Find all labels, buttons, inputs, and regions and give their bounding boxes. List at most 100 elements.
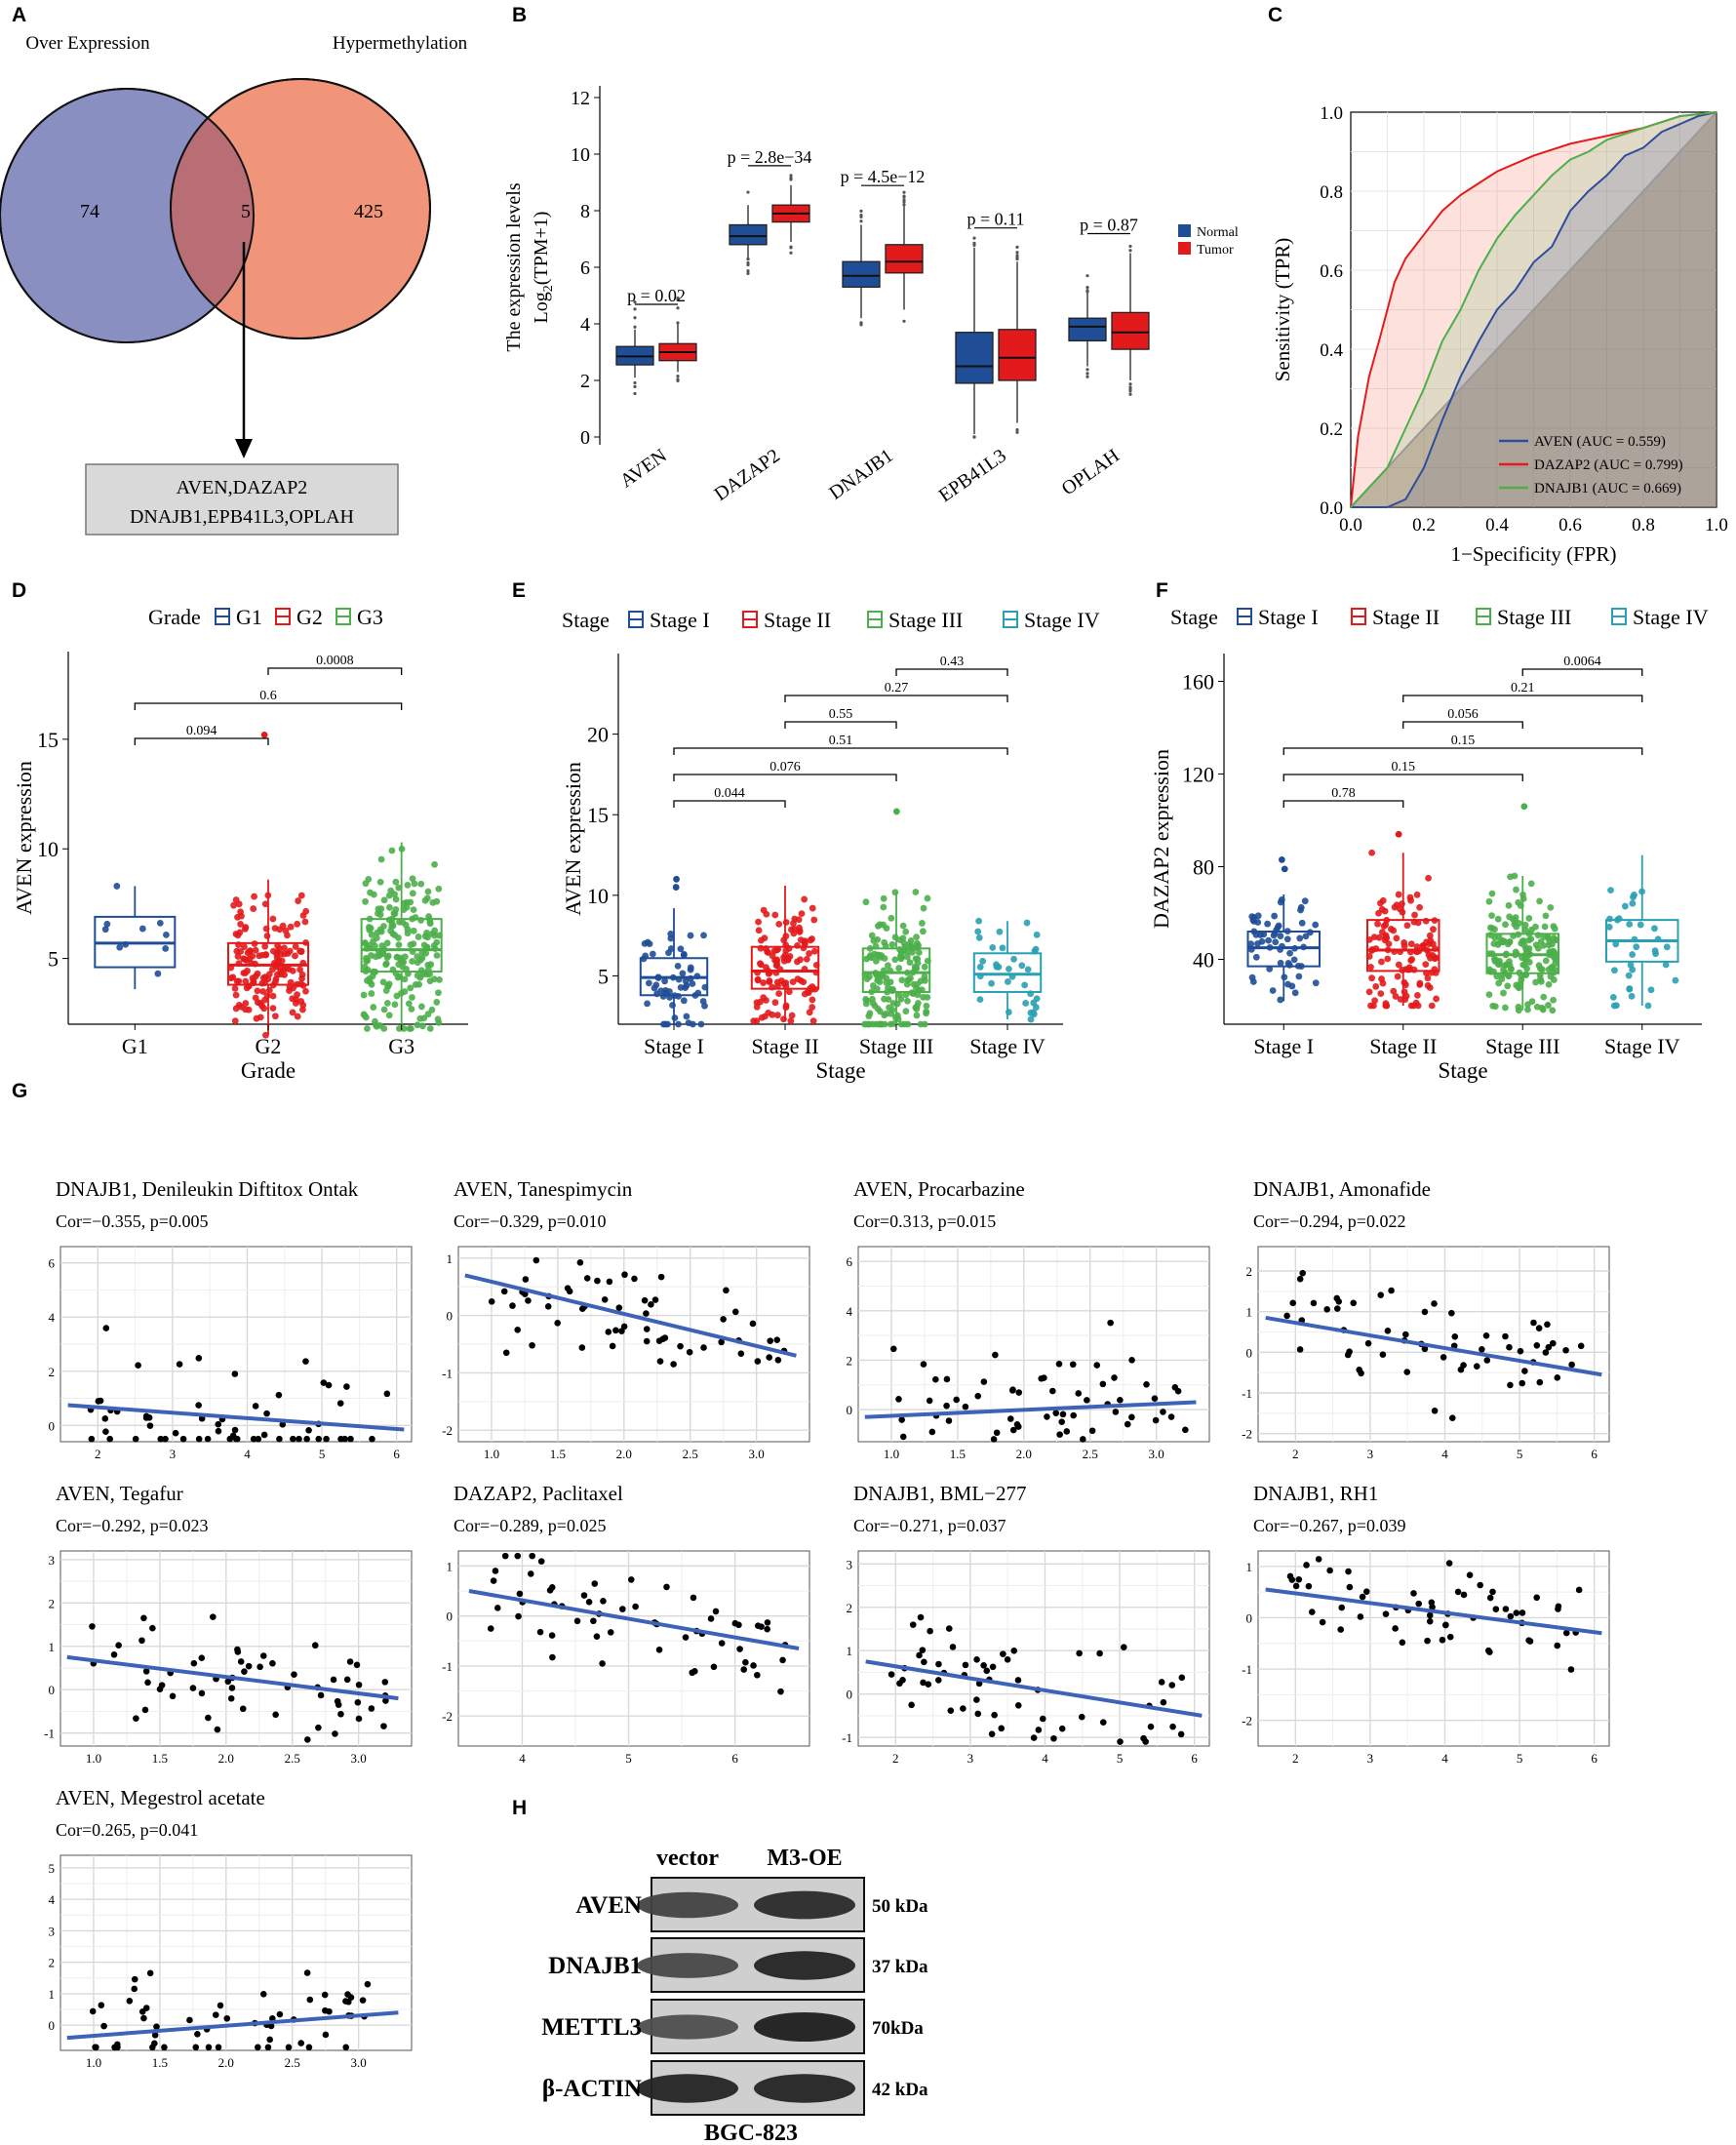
- y-tick-label: 1: [49, 1640, 56, 1654]
- outlier-point: [859, 219, 863, 223]
- scatter-point: [1117, 1397, 1124, 1404]
- scatter-point: [359, 1997, 367, 2004]
- scatter-point: [920, 1361, 927, 1368]
- outlier-point: [1085, 286, 1089, 290]
- jitter-point: [296, 947, 303, 955]
- jitter-point: [409, 875, 416, 883]
- jitter-point: [1550, 996, 1558, 1004]
- jitter-point: [1027, 990, 1035, 998]
- x-tick-label: 3: [170, 1447, 177, 1461]
- jitter-point: [906, 959, 914, 966]
- panel-title: DNAJB1, BML−277: [853, 1482, 1027, 1505]
- scatter-point: [1333, 1294, 1341, 1302]
- venn-count-right: 425: [354, 201, 383, 222]
- jitter-point: [1609, 993, 1617, 1001]
- scatter-point: [1292, 1582, 1300, 1590]
- y-tick-label: -2: [1242, 1427, 1252, 1442]
- x-tick-label: 3: [1367, 1751, 1374, 1766]
- jitter-point: [909, 969, 917, 976]
- panel-stat: Cor=−0.355, p=0.005: [56, 1212, 208, 1231]
- jitter-point: [917, 1020, 925, 1028]
- scatter-point: [342, 2044, 350, 2051]
- jitter-point: [1283, 928, 1291, 935]
- jitter-point: [154, 970, 162, 977]
- comparison-pvalue: 0.0008: [316, 654, 354, 668]
- outlier-point: [902, 195, 906, 199]
- jitter-point: [1277, 959, 1284, 967]
- jitter-point: [370, 1004, 377, 1011]
- scatter-point: [1362, 1588, 1370, 1595]
- jitter-point: [372, 968, 379, 975]
- scatter-point: [228, 1685, 236, 1691]
- scatter-point: [245, 1662, 253, 1670]
- x-tick-label: 1.0: [86, 2055, 101, 2070]
- jitter-point: [1521, 926, 1529, 933]
- jitter-point: [295, 897, 302, 904]
- jitter-point: [1379, 896, 1387, 904]
- x-tick-label: 2.0: [218, 1751, 234, 1766]
- scatter-point: [1479, 1345, 1485, 1353]
- scatter-point: [1533, 1341, 1541, 1349]
- scatter-point: [949, 1644, 957, 1650]
- scatter-point: [343, 1676, 351, 1684]
- outlier-point: [859, 323, 863, 327]
- jitter-point: [1424, 974, 1432, 982]
- jitter-point: [773, 1012, 781, 1019]
- legend-swatch: [1178, 224, 1191, 237]
- jitter-point: [872, 957, 880, 965]
- scatter-point: [1078, 1713, 1085, 1721]
- y-tick-label: 10: [37, 837, 59, 861]
- scatter-point: [1454, 1588, 1462, 1596]
- outlier-point: [1128, 385, 1132, 389]
- jitter-point: [1525, 945, 1533, 952]
- y-tick-label: -2: [442, 1423, 453, 1438]
- jitter-point: [424, 966, 432, 973]
- scatter-point: [632, 1603, 639, 1610]
- jitter-point: [758, 1013, 766, 1021]
- scatter-point: [1517, 1347, 1524, 1355]
- scatter-point: [1080, 1436, 1086, 1443]
- scatter-point: [773, 1336, 781, 1343]
- category-label: Stage IV: [1604, 1034, 1680, 1058]
- panel-title: AVEN, Tegafur: [56, 1482, 183, 1505]
- jitter-point: [755, 927, 763, 934]
- scatter-point: [194, 2031, 201, 2038]
- jitter-point: [1384, 955, 1392, 963]
- correlation-panel: AVEN, Tanespimycin Cor=−0.329, p=0.010 1.0…: [442, 1177, 810, 1461]
- scatter-point: [368, 1705, 375, 1712]
- outlier-point: [676, 377, 680, 381]
- scatter-point: [1358, 1370, 1364, 1377]
- legend-label: Normal: [1197, 225, 1239, 240]
- jitter-point: [1423, 938, 1430, 946]
- scatter-point: [102, 1428, 109, 1435]
- jitter-point: [923, 1002, 930, 1010]
- jitter-point: [409, 890, 416, 897]
- scatter-point: [1428, 1599, 1436, 1607]
- scatter-point: [1555, 1606, 1561, 1612]
- scatter-point: [1519, 1609, 1526, 1616]
- jitter-point: [298, 974, 305, 982]
- jitter-point: [231, 1017, 239, 1025]
- scatter-point: [1171, 1384, 1179, 1391]
- legend-label: G3: [357, 605, 383, 629]
- scatter-point: [306, 1996, 314, 2004]
- panel-label-E: E: [512, 579, 526, 602]
- jitter-point: [795, 916, 803, 924]
- scatter-point: [88, 1435, 96, 1443]
- panel-stat: Cor=−0.267, p=0.039: [1253, 1516, 1405, 1535]
- scatter-point: [364, 1980, 372, 1988]
- scatter-point: [264, 2044, 272, 2051]
- scatter-point: [548, 1632, 556, 1639]
- x-tick-label: 0.6: [1558, 515, 1582, 536]
- y-tick-label: 120: [1182, 763, 1214, 787]
- comparison-pvalue: 0.15: [1451, 734, 1476, 748]
- scatter-point: [1424, 1637, 1431, 1645]
- jitter-point: [362, 880, 370, 888]
- x-tick-label: 2.0: [218, 2055, 234, 2070]
- jitter-point: [909, 990, 917, 998]
- outlier-point: [746, 190, 750, 194]
- scatter-point: [1346, 1583, 1354, 1591]
- x-tick-label: 1.5: [550, 1447, 566, 1461]
- comparison-pvalue: 0.78: [1331, 786, 1356, 801]
- jitter-point: [788, 1012, 796, 1019]
